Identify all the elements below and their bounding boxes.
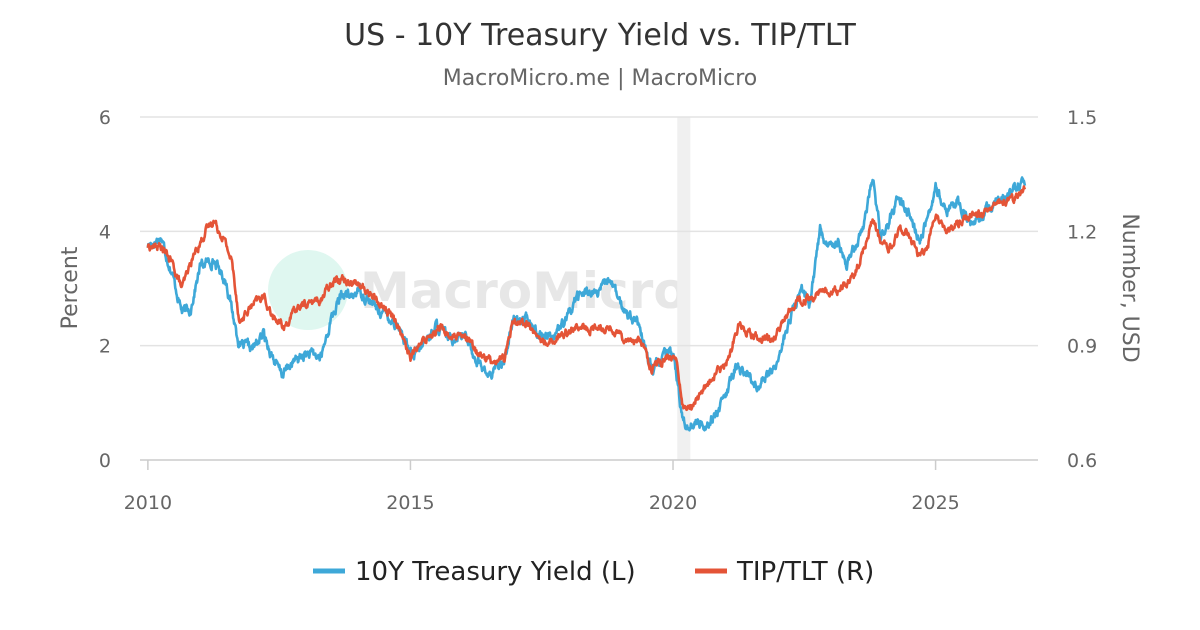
- gridlines: [140, 116, 1038, 347]
- left-axis-title: Percent: [58, 246, 83, 329]
- recession-shading: [677, 117, 691, 460]
- x-axis-ticks: 2010 2015 2020 2025: [124, 460, 960, 514]
- right-axis-ticks: 0.6 0.9 1.2 1.5: [1067, 107, 1097, 472]
- series-line-0[interactable]: [146, 176, 1027, 432]
- watermark-logo: [268, 250, 348, 330]
- x-tick-label: 2015: [386, 492, 434, 514]
- left-tick-label: 6: [99, 107, 111, 129]
- legend-label-tip-tlt[interactable]: TIP/TLT (R): [736, 557, 874, 587]
- right-axis-title: Number, USD: [1117, 213, 1142, 362]
- series-line-1[interactable]: [146, 185, 1027, 412]
- right-tick-label: 1.2: [1067, 221, 1097, 243]
- x-tick-label: 2010: [124, 492, 172, 514]
- left-tick-label: 0: [99, 450, 111, 472]
- series-layer: [146, 176, 1027, 432]
- x-tick-label: 2020: [649, 492, 697, 514]
- left-tick-label: 2: [99, 336, 111, 358]
- right-tick-label: 1.5: [1067, 107, 1097, 129]
- legend[interactable]: 10Y Treasury Yield (L) TIP/TLT (R): [313, 557, 874, 587]
- left-axis-ticks: 0 2 4 6: [99, 107, 111, 472]
- left-tick-label: 4: [99, 221, 111, 243]
- x-tick-label: 2025: [911, 492, 959, 514]
- legend-label-treasury-yield[interactable]: 10Y Treasury Yield (L): [355, 557, 636, 587]
- chart-title: US - 10Y Treasury Yield vs. TIP/TLT: [344, 18, 856, 53]
- watermark: MacroMicro: [268, 250, 688, 330]
- chart-subtitle: MacroMicro.me | MacroMicro: [443, 66, 758, 91]
- watermark-text: MacroMicro: [360, 262, 688, 320]
- right-tick-label: 0.6: [1067, 450, 1097, 472]
- right-tick-label: 0.9: [1067, 336, 1097, 358]
